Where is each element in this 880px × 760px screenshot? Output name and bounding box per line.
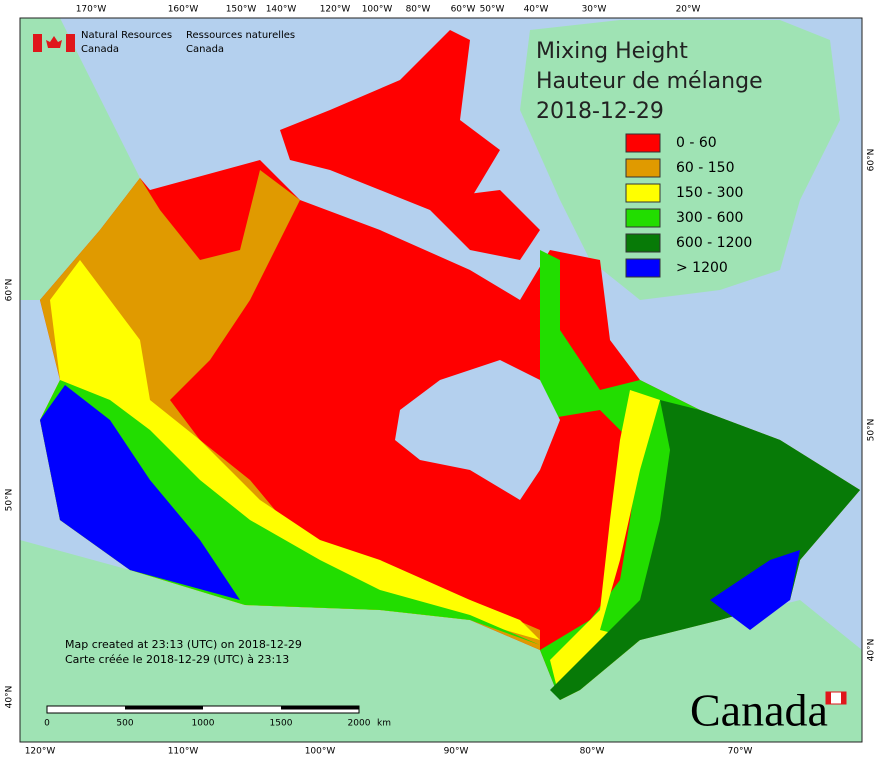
- map-title: Mixing Height: [536, 39, 688, 64]
- longitude-label: 100°W: [305, 747, 336, 757]
- credit: Map created at 23:13 (UTC) on 2018-12-29: [65, 638, 302, 651]
- longitude-label: 30°W: [582, 5, 607, 15]
- latitude-label: 40°N: [867, 639, 877, 662]
- zone-1200-west: [40, 385, 240, 600]
- longitude-label: 110°W: [168, 747, 199, 757]
- legend-swatch: [625, 258, 661, 278]
- scale-label: 500: [116, 719, 133, 729]
- longitude-label: 60°W: [451, 5, 476, 15]
- credit: Carte créée le 2018-12-29 (UTC) à 23:13: [65, 653, 289, 666]
- org-en: Canada: [81, 44, 119, 55]
- longitude-label: 80°W: [406, 5, 431, 15]
- legend-label: 600 - 1200: [676, 235, 752, 251]
- scale-label: 0: [44, 719, 50, 729]
- scale-label: 1500: [270, 719, 293, 729]
- latitude-label: 60°N: [867, 149, 877, 172]
- longitude-label: 170°W: [76, 5, 107, 15]
- wordmark-flag-bar: [841, 692, 846, 704]
- longitude-label: 40°W: [524, 5, 549, 15]
- longitude-label: 100°W: [362, 5, 393, 15]
- legend-label: 150 - 300: [676, 185, 743, 201]
- legend-swatch: [625, 208, 661, 228]
- legend-swatch: [625, 233, 661, 253]
- scale-label: 2000: [348, 719, 371, 729]
- legend-label: 0 - 60: [676, 135, 717, 151]
- longitude-label: 70°W: [728, 747, 753, 757]
- greenland: [520, 20, 840, 300]
- map-title: 2018-12-29: [536, 99, 664, 124]
- longitude-label: 90°W: [444, 747, 469, 757]
- scale-unit: km: [377, 719, 391, 729]
- longitude-label: 160°W: [168, 5, 199, 15]
- latitude-label: 50°N: [5, 489, 15, 512]
- longitude-label: 120°W: [320, 5, 351, 15]
- usa: [20, 540, 862, 742]
- map-frame: [19, 17, 863, 743]
- legend-label: 300 - 600: [676, 210, 743, 226]
- hudson-bay: [395, 360, 560, 500]
- arctic-islands: [280, 30, 500, 210]
- maple-leaf: [46, 36, 62, 48]
- zone-600-1200-east: [550, 400, 860, 700]
- scale-label: 1000: [192, 719, 215, 729]
- legend-label: 60 - 150: [676, 160, 735, 176]
- wordmark: Canada: [690, 685, 828, 736]
- legend-label: > 1200: [676, 260, 728, 276]
- latitude-label: 40°N: [5, 686, 15, 709]
- baffin-island: [420, 190, 540, 260]
- alaska: [20, 18, 140, 300]
- org-en: Natural Resources: [81, 30, 172, 41]
- flag-bar: [66, 34, 75, 52]
- wordmark-flag-bar: [826, 692, 831, 704]
- longitude-label: 120°W: [25, 747, 56, 757]
- scale-bar-segment: [125, 706, 203, 710]
- longitude-label: 80°W: [580, 747, 605, 757]
- legend-swatch: [625, 133, 661, 153]
- longitude-label: 20°W: [676, 5, 701, 15]
- org-fr: Canada: [186, 44, 224, 55]
- latitude-label: 50°N: [867, 419, 877, 442]
- legend-swatch: [625, 158, 661, 178]
- longitude-label: 50°W: [480, 5, 505, 15]
- map-title: Hauteur de mélange: [536, 69, 763, 94]
- latitude-label: 60°N: [5, 279, 15, 302]
- zone-150-300-east: [550, 390, 660, 700]
- zone-1200-east: [710, 550, 800, 630]
- org-fr: Ressources naturelles: [186, 30, 295, 41]
- longitude-label: 140°W: [266, 5, 297, 15]
- legend-swatch: [625, 183, 661, 203]
- longitude-label: 150°W: [226, 5, 257, 15]
- scale-bar-segment: [281, 706, 359, 710]
- flag-bar: [33, 34, 42, 52]
